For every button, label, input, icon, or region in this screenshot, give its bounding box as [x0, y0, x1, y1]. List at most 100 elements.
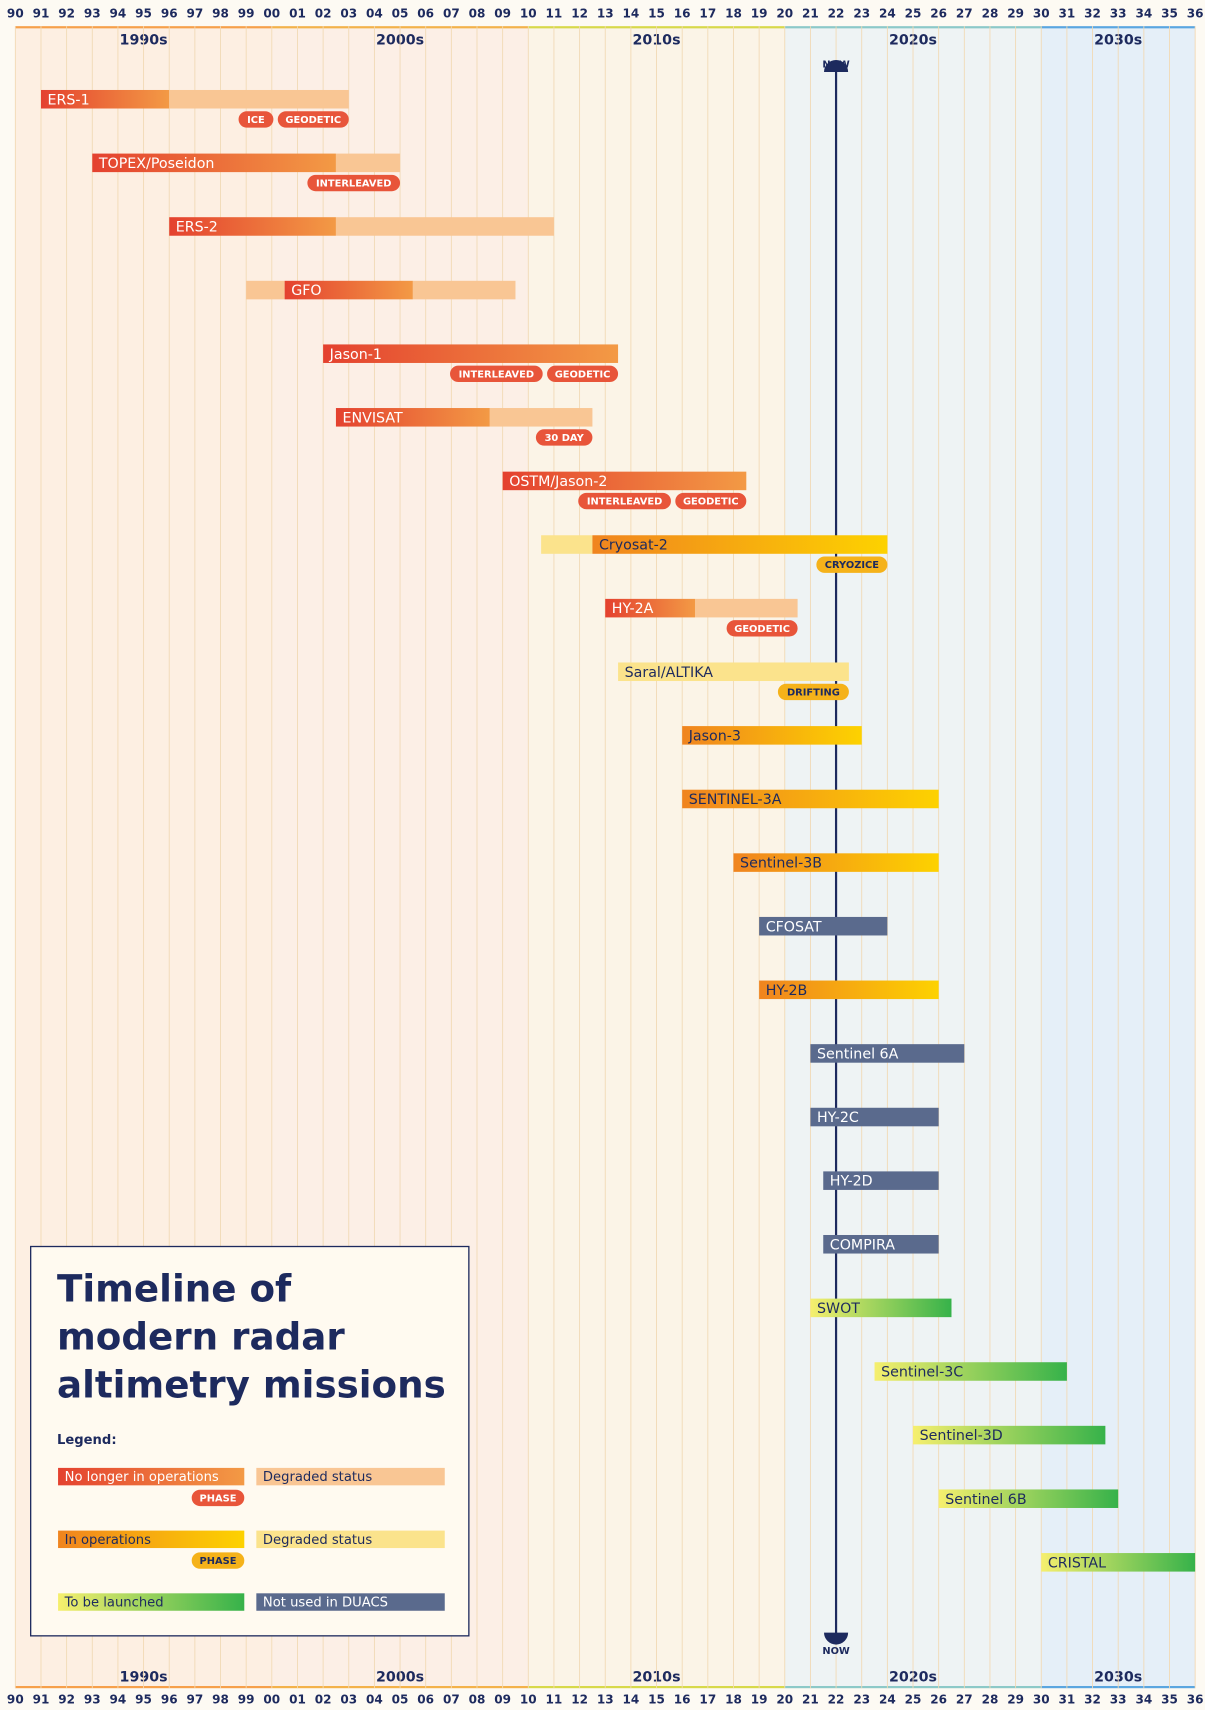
mission-name: Sentinel-3C [881, 1365, 963, 1381]
x-tick-label: 13 [597, 7, 614, 21]
legend-label: In operations [65, 1533, 151, 1548]
mission-name: ERS-1 [48, 92, 90, 108]
mission: HY-2B [759, 981, 939, 1000]
mission: CRISTAL [1041, 1553, 1195, 1572]
legend-label: Degraded status [263, 1533, 372, 1548]
mission-name: Sentinel-3D [920, 1428, 1003, 1444]
mission-name: HY-2C [817, 1110, 859, 1126]
x-tick-label: 18 [725, 1693, 742, 1707]
x-tick-label: 90 [7, 7, 24, 21]
mission-name: SENTINEL-3A [689, 792, 782, 808]
x-tick-label: 93 [84, 1693, 101, 1707]
x-tick-label: 02 [315, 7, 332, 21]
x-tick-label: 23 [853, 7, 870, 21]
mission: SWOT [810, 1299, 951, 1318]
legend-title: Timeline of [57, 1268, 292, 1311]
mission-bar [169, 90, 349, 109]
x-tick-label: 33 [1110, 7, 1127, 21]
x-tick-label: 99 [238, 7, 255, 21]
legend-label: Degraded status [263, 1470, 372, 1485]
mission-name: COMPIRA [830, 1237, 895, 1253]
x-tick-label: 11 [546, 7, 563, 21]
x-tick-label: 22 [828, 7, 845, 21]
x-tick-label: 15 [648, 1693, 665, 1707]
mission: HY-2C [810, 1108, 938, 1127]
x-tick-label: 95 [135, 7, 152, 21]
x-tick-label: 06 [417, 1693, 434, 1707]
x-tick-label: 03 [340, 1693, 357, 1707]
x-tick-label: 08 [469, 7, 486, 21]
phase-tag-label: INTERLEAVED [316, 179, 391, 190]
mission-name: Cryosat-2 [599, 538, 668, 554]
x-tick-label: 98 [212, 7, 229, 21]
mission: HY-2D [823, 1171, 938, 1190]
x-tick-label: 31 [1059, 7, 1076, 21]
x-tick-label: 10 [520, 7, 537, 21]
mission-bar [695, 599, 798, 618]
x-tick-label: 96 [161, 1693, 178, 1707]
x-tick-label: 07 [443, 1693, 460, 1707]
mission: ERS-2 [169, 217, 554, 236]
mission-name: Sentinel 6B [945, 1492, 1026, 1508]
x-tick-label: 16 [674, 1693, 691, 1707]
mission: Jason-3 [682, 726, 862, 745]
x-tick-label: 21 [802, 7, 819, 21]
x-tick-label: 29 [1007, 7, 1024, 21]
x-tick-label: 20 [776, 7, 793, 21]
x-tick-label: 04 [366, 7, 383, 21]
x-tick-label: 04 [366, 1693, 383, 1707]
x-tick-label: 29 [1007, 1693, 1024, 1707]
x-tick-label: 20 [776, 1693, 793, 1707]
x-tick-label: 27 [956, 1693, 973, 1707]
x-tick-label: 26 [930, 7, 947, 21]
mission: SENTINEL-3A [682, 790, 938, 809]
mission-name: ERS-2 [176, 220, 218, 236]
mission-name: OSTM/Jason-2 [509, 474, 607, 490]
x-tick-label: 28 [982, 1693, 999, 1707]
x-tick-label: 15 [648, 7, 665, 21]
x-tick-label: 08 [469, 1693, 486, 1707]
x-tick-label: 94 [110, 7, 127, 21]
mission-name: Sentinel 6A [817, 1047, 899, 1063]
legend-label: Not used in DUACS [263, 1596, 388, 1611]
x-tick-label: 13 [597, 1693, 614, 1707]
x-tick-label: 06 [417, 7, 434, 21]
legend-tag-label: PHASE [200, 1493, 237, 1504]
phase-tag-label: DRIFTING [787, 687, 840, 698]
x-tick-label: 18 [725, 7, 742, 21]
x-tick-label: 96 [161, 7, 178, 21]
x-tick-label: 33 [1110, 1693, 1127, 1707]
timeline: 1990s1990s2000s2000s2010s2010s2020s2020s… [0, 0, 1205, 1710]
phase-tag-label: 30 DAY [545, 433, 585, 444]
mission: Sentinel-3C [875, 1362, 1067, 1381]
x-tick-label: 92 [58, 1693, 75, 1707]
x-tick-label: 91 [33, 1693, 50, 1707]
phase-tag-label: GEODETIC [555, 369, 611, 380]
x-tick-label: 26 [930, 1693, 947, 1707]
mission-bar [336, 217, 554, 236]
x-tick-label: 90 [7, 1693, 24, 1707]
mission-name: HY-2D [830, 1174, 873, 1190]
x-tick-label: 97 [186, 1693, 203, 1707]
legend-title: modern radar [57, 1316, 345, 1359]
x-tick-label: 01 [289, 7, 306, 21]
x-tick-label: 34 [1135, 1693, 1152, 1707]
now-label: NOW [822, 59, 850, 70]
page: 1990s1990s2000s2000s2010s2010s2020s2020s… [0, 0, 1205, 1710]
mission: GFO [246, 281, 515, 300]
x-tick-label: 05 [392, 1693, 409, 1707]
x-tick-label: 14 [623, 1693, 640, 1707]
phase-tag-label: ICE [247, 115, 265, 126]
mission-name: HY-2A [612, 601, 654, 617]
mission-name: TOPEX/Poseidon [98, 156, 215, 172]
mission: CFOSAT [759, 917, 887, 936]
x-tick-label: 31 [1059, 1693, 1076, 1707]
mission: COMPIRA [823, 1235, 938, 1254]
mission-name: Saral/ALTIKA [625, 665, 714, 681]
x-tick-label: 98 [212, 1693, 229, 1707]
mission-bar [541, 535, 592, 554]
x-tick-label: 93 [84, 7, 101, 21]
legend-label: To be launched [64, 1596, 164, 1611]
x-tick-label: 30 [1033, 1693, 1050, 1707]
phase-tag-label: INTERLEAVED [587, 497, 662, 508]
